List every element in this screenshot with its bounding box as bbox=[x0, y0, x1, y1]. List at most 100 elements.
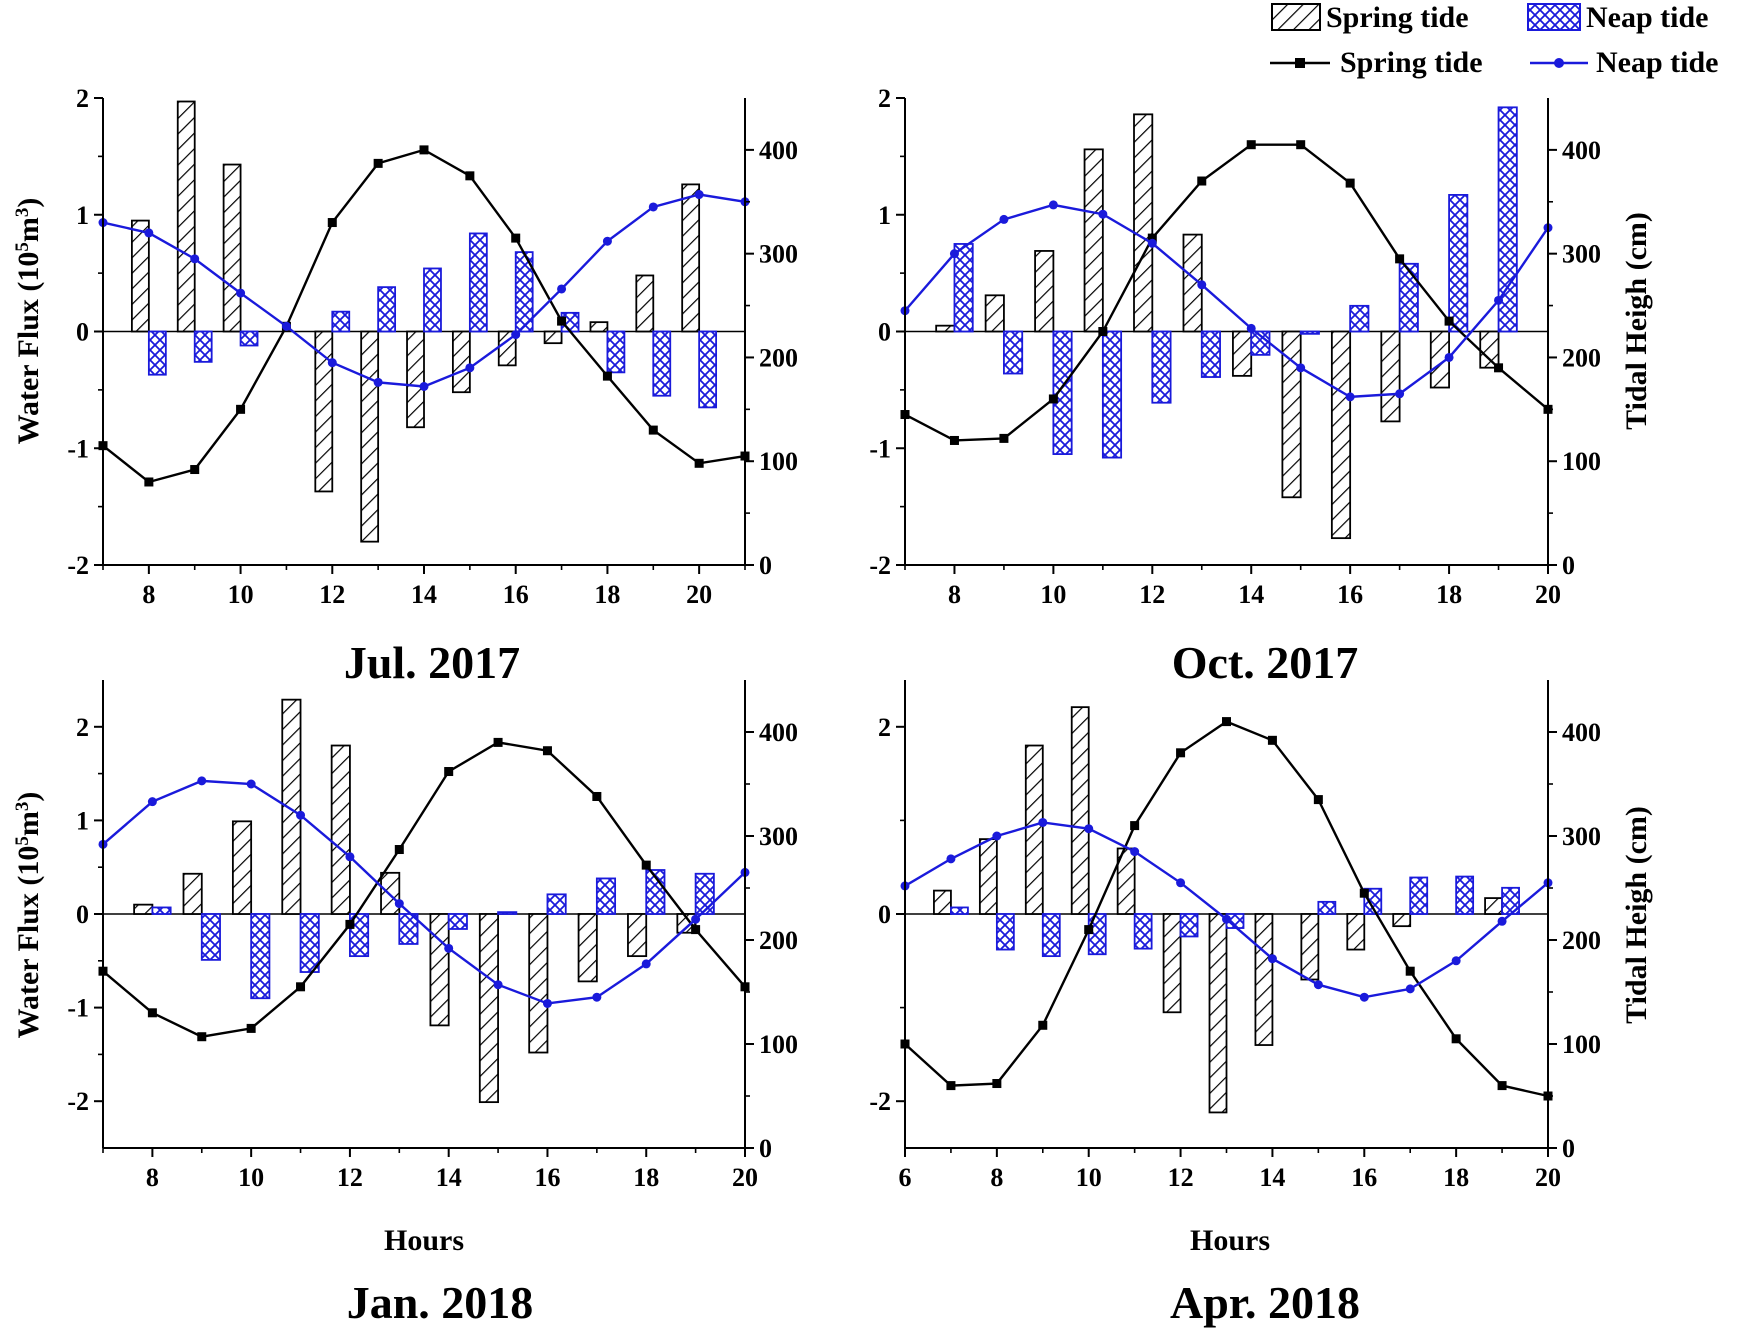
bar-neap-h7 bbox=[950, 906, 969, 915]
tide-point-neap-h14 bbox=[444, 943, 454, 953]
bar-spring-h14 bbox=[1254, 913, 1274, 1046]
bar-neap-h13 bbox=[1200, 330, 1221, 378]
tide-point-spring-h15 bbox=[1296, 140, 1306, 150]
bar-spring-h8 bbox=[935, 324, 956, 333]
bar-neap-h20 bbox=[698, 330, 718, 409]
yr-tick-label-300: 300 bbox=[759, 240, 798, 269]
tide-point-spring-h15 bbox=[1313, 795, 1323, 805]
bar-neap-h10 bbox=[239, 330, 259, 347]
panel-jan-2018: Water Flux (105m3) 8 10 12 14 16 18 20-2-10120… bbox=[12, 680, 798, 1328]
legend-spring-bar-label: Spring tide bbox=[1326, 1, 1469, 34]
yr-tick-label-300: 300 bbox=[759, 822, 798, 851]
x-tick-label-18: 18 bbox=[1443, 1163, 1469, 1192]
yr-tick-label-100: 100 bbox=[1562, 1030, 1601, 1059]
panel-jan-2018-title: Jan. 2018 bbox=[347, 1277, 534, 1328]
x-tick-label-12: 12 bbox=[319, 580, 345, 609]
tide-point-neap-h17 bbox=[1405, 984, 1415, 994]
x-tick-label-14: 14 bbox=[411, 580, 437, 609]
bar-spring-h14 bbox=[1232, 330, 1253, 377]
tide-point-neap-h15 bbox=[1313, 980, 1323, 990]
tide-point-neap-h11 bbox=[281, 321, 291, 331]
yr-tick-label-0: 0 bbox=[759, 551, 772, 580]
yr-tick-label-300: 300 bbox=[1562, 822, 1601, 851]
bar-spring-h13 bbox=[360, 330, 380, 543]
yl-tick-label-0: 0 bbox=[76, 900, 89, 929]
bar-spring-h12 bbox=[330, 744, 351, 915]
bar-neap-h15 bbox=[1317, 900, 1337, 915]
bar-spring-h16 bbox=[1346, 913, 1366, 951]
bar-neap-h17 bbox=[1398, 262, 1419, 333]
tide-point-neap-h10 bbox=[236, 288, 246, 298]
x-tick-label-10: 10 bbox=[1076, 1163, 1102, 1192]
bar-neap-h17 bbox=[1409, 876, 1429, 915]
bar-neap-h18 bbox=[1448, 194, 1469, 333]
bar-spring-h10 bbox=[222, 163, 242, 333]
bar-spring-h17 bbox=[543, 330, 563, 345]
tide-point-spring-h11 bbox=[1130, 821, 1140, 831]
x-tick-label-8: 8 bbox=[142, 580, 155, 609]
yl-tick-label--2: -2 bbox=[67, 1087, 89, 1116]
x-tick-label-14: 14 bbox=[436, 1163, 462, 1192]
yr-tick-label-400: 400 bbox=[759, 718, 798, 747]
yl-tick-label-1: 1 bbox=[76, 806, 89, 835]
x-tick-label-12: 12 bbox=[1139, 580, 1165, 609]
legend-neap-line-label: Neap tide bbox=[1596, 46, 1719, 79]
yl-tick-label--2: -2 bbox=[869, 551, 891, 580]
x-tick-label-14: 14 bbox=[1259, 1163, 1285, 1192]
tide-point-spring-h13 bbox=[1222, 717, 1231, 727]
tide-point-spring-h18 bbox=[1451, 1034, 1461, 1044]
tide-point-spring-h7 bbox=[946, 1081, 956, 1091]
tide-point-spring-h16 bbox=[1359, 888, 1369, 898]
tide-point-neap-h9 bbox=[999, 214, 1009, 224]
tide-point-spring-h19 bbox=[1494, 363, 1504, 373]
tide-point-spring-h10 bbox=[246, 1023, 256, 1033]
panel-apr-2018-xlabel: Hours bbox=[1190, 1224, 1270, 1257]
tide-point-neap-h12 bbox=[1147, 238, 1157, 248]
tide-point-neap-h11 bbox=[1098, 209, 1108, 219]
tide-point-spring-h19 bbox=[691, 925, 701, 935]
yr-tick-label-0: 0 bbox=[1562, 1134, 1575, 1163]
yr-tick-label-0: 0 bbox=[1562, 551, 1575, 580]
bar-spring-h12 bbox=[1133, 113, 1154, 333]
bar-neap-h8 bbox=[953, 243, 974, 333]
bar-neap-h8 bbox=[995, 913, 1015, 951]
tide-point-neap-h15 bbox=[465, 363, 475, 373]
bar-neap-h9 bbox=[200, 913, 221, 961]
tide-line-spring bbox=[102, 741, 746, 1038]
yr-tick-label-400: 400 bbox=[759, 136, 798, 165]
bar-neap-h10 bbox=[1052, 330, 1073, 455]
yr-tick-label-300: 300 bbox=[1562, 240, 1601, 269]
tide-point-spring-h10 bbox=[1048, 394, 1058, 404]
panel-jul-2017: Water Flux (105m3) 8 10 12 14 16 18 20-2-10120… bbox=[12, 84, 799, 688]
tide-point-neap-h13 bbox=[373, 377, 383, 387]
tide-point-neap-h18 bbox=[1444, 352, 1454, 362]
yl-tick-label--1: -1 bbox=[67, 434, 89, 463]
tide-point-neap-h11 bbox=[296, 810, 306, 820]
tide-point-neap-h12 bbox=[1176, 878, 1186, 888]
yr-tick-label-200: 200 bbox=[1562, 926, 1601, 955]
bar-spring-h13 bbox=[1208, 913, 1228, 1114]
legend-neap-bar-label: Neap tide bbox=[1586, 1, 1709, 34]
bar-spring-h19 bbox=[1479, 330, 1500, 369]
bar-spring-h9 bbox=[182, 872, 203, 915]
bar-neap-h13 bbox=[377, 286, 397, 333]
yl-tick-label--1: -1 bbox=[869, 434, 891, 463]
yl-tick-label-1: 1 bbox=[878, 201, 891, 230]
tide-point-neap-h14 bbox=[1267, 954, 1277, 964]
x-tick-label-18: 18 bbox=[633, 1163, 659, 1192]
tide-point-spring-h19 bbox=[648, 425, 658, 435]
legend: Spring tide Neap tide Spring tide Neap t… bbox=[1270, 1, 1719, 79]
tide-point-neap-h8 bbox=[949, 249, 959, 259]
bar-neap-h9 bbox=[1003, 330, 1024, 375]
bar-neap-h11 bbox=[1133, 913, 1153, 950]
tide-point-neap-h16 bbox=[542, 998, 552, 1008]
tide-point-spring-h9 bbox=[1038, 1020, 1048, 1030]
yr-tick-label-0: 0 bbox=[759, 1134, 772, 1163]
yl-tick-label-2: 2 bbox=[878, 84, 891, 113]
bar-neap-h12 bbox=[349, 913, 370, 958]
yr-tick-label-100: 100 bbox=[1562, 447, 1601, 476]
tide-point-spring-h9 bbox=[999, 433, 1009, 443]
tide-point-neap-h15 bbox=[493, 980, 503, 990]
panel-oct-2017-title: Oct. 2017 bbox=[1172, 637, 1359, 688]
